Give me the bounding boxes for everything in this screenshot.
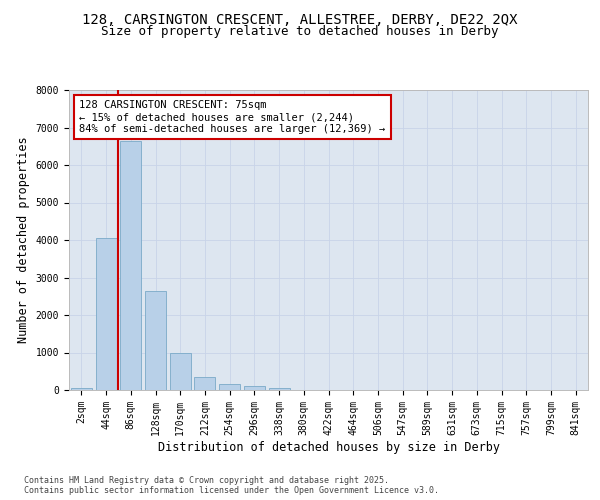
Text: 128 CARSINGTON CRESCENT: 75sqm
← 15% of detached houses are smaller (2,244)
84% : 128 CARSINGTON CRESCENT: 75sqm ← 15% of …	[79, 100, 386, 134]
Text: 128, CARSINGTON CRESCENT, ALLESTREE, DERBY, DE22 2QX: 128, CARSINGTON CRESCENT, ALLESTREE, DER…	[82, 12, 518, 26]
Text: Contains HM Land Registry data © Crown copyright and database right 2025.
Contai: Contains HM Land Registry data © Crown c…	[24, 476, 439, 495]
Bar	[170, 352, 191, 390]
Bar	[219, 384, 240, 390]
Bar	[71, 388, 92, 390]
Y-axis label: Number of detached properties: Number of detached properties	[17, 136, 30, 344]
Bar	[120, 140, 141, 390]
Bar	[244, 386, 265, 390]
X-axis label: Distribution of detached houses by size in Derby: Distribution of detached houses by size …	[157, 440, 499, 454]
Bar	[194, 377, 215, 390]
Text: Size of property relative to detached houses in Derby: Size of property relative to detached ho…	[101, 25, 499, 38]
Bar	[269, 388, 290, 390]
Bar	[95, 238, 116, 390]
Bar	[145, 290, 166, 390]
